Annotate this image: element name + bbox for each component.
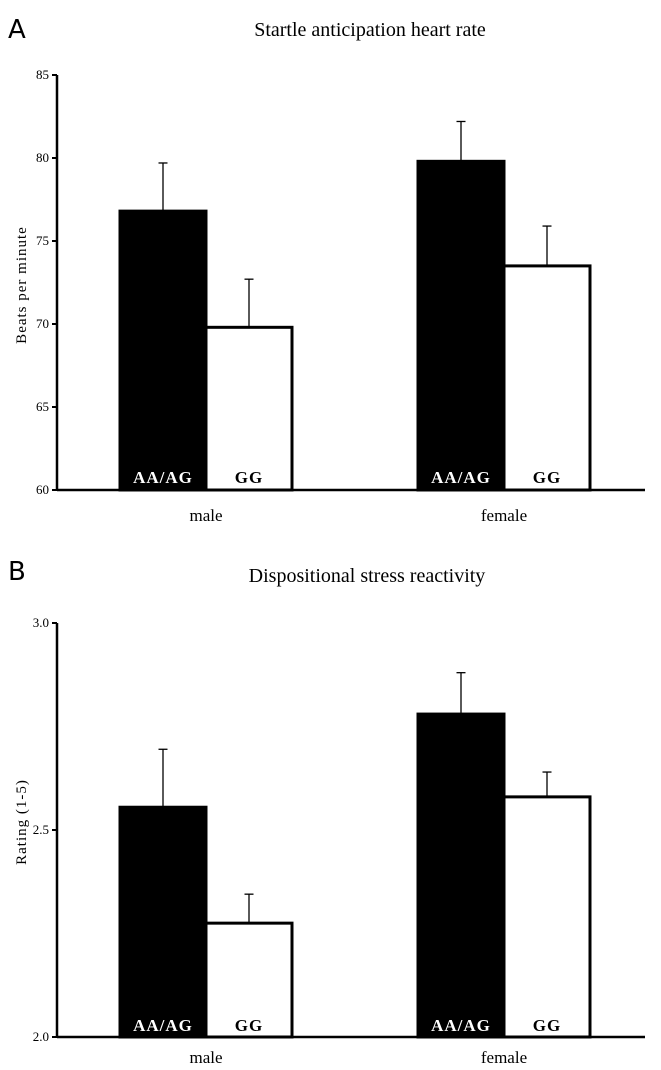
y-ticks-b: 2.0 2.5 3.0 — [33, 615, 57, 1044]
y-tick-label: 85 — [36, 67, 49, 82]
chart-title-a: Startle anticipation heart rate — [254, 19, 486, 41]
y-tick-label: 65 — [36, 399, 49, 414]
bars-a: AA/AG AA/AG GG GG — [120, 121, 590, 490]
y-tick-label: 70 — [36, 316, 49, 331]
y-tick-label: 2.0 — [33, 1029, 49, 1044]
category-label: female — [481, 506, 527, 525]
panel-b: B Dispositional stress reactivity Rating… — [8, 557, 645, 1067]
bars-b: AA/AG AA/AG GG GG — [120, 673, 590, 1037]
bar-series-label: GG — [235, 1016, 263, 1035]
panel-letter-a: A — [8, 15, 26, 45]
y-tick-label: 60 — [36, 482, 49, 497]
panel-letter-b: B — [8, 557, 26, 587]
bar-aa-ag-female — [418, 161, 504, 490]
bar-aa-ag-male — [120, 211, 206, 490]
category-labels-b: male female — [189, 1048, 527, 1067]
category-label: male — [189, 1048, 222, 1067]
panel-a: A Startle anticipation heart rate Beats … — [8, 15, 645, 525]
y-axis-label-b: Rating (1-5) — [14, 779, 30, 865]
category-labels-a: male female — [189, 506, 527, 525]
y-ticks-a: 60 65 70 75 80 85 — [36, 67, 57, 497]
bar-series-label: AA/AG — [133, 468, 193, 487]
bar-series-label: GG — [533, 468, 561, 487]
bar-series-label: AA/AG — [133, 1016, 193, 1035]
bar-aa-ag-male — [120, 807, 206, 1037]
bar-gg-female — [504, 797, 590, 1037]
bar-series-label: AA/AG — [431, 1016, 491, 1035]
bar-gg-female — [504, 266, 590, 490]
bar-series-label: AA/AG — [431, 468, 491, 487]
chart-title-b: Dispositional stress reactivity — [249, 565, 486, 587]
bar-gg-male — [206, 327, 292, 490]
y-tick-label: 3.0 — [33, 615, 49, 630]
y-tick-label: 75 — [36, 233, 49, 248]
category-label: female — [481, 1048, 527, 1067]
y-tick-label: 80 — [36, 150, 49, 165]
bar-aa-ag-female — [418, 714, 504, 1037]
bar-series-label: GG — [235, 468, 263, 487]
y-axis-label-a: Beats per minute — [14, 226, 30, 344]
y-tick-label: 2.5 — [33, 822, 49, 837]
category-label: male — [189, 506, 222, 525]
bar-series-label: GG — [533, 1016, 561, 1035]
